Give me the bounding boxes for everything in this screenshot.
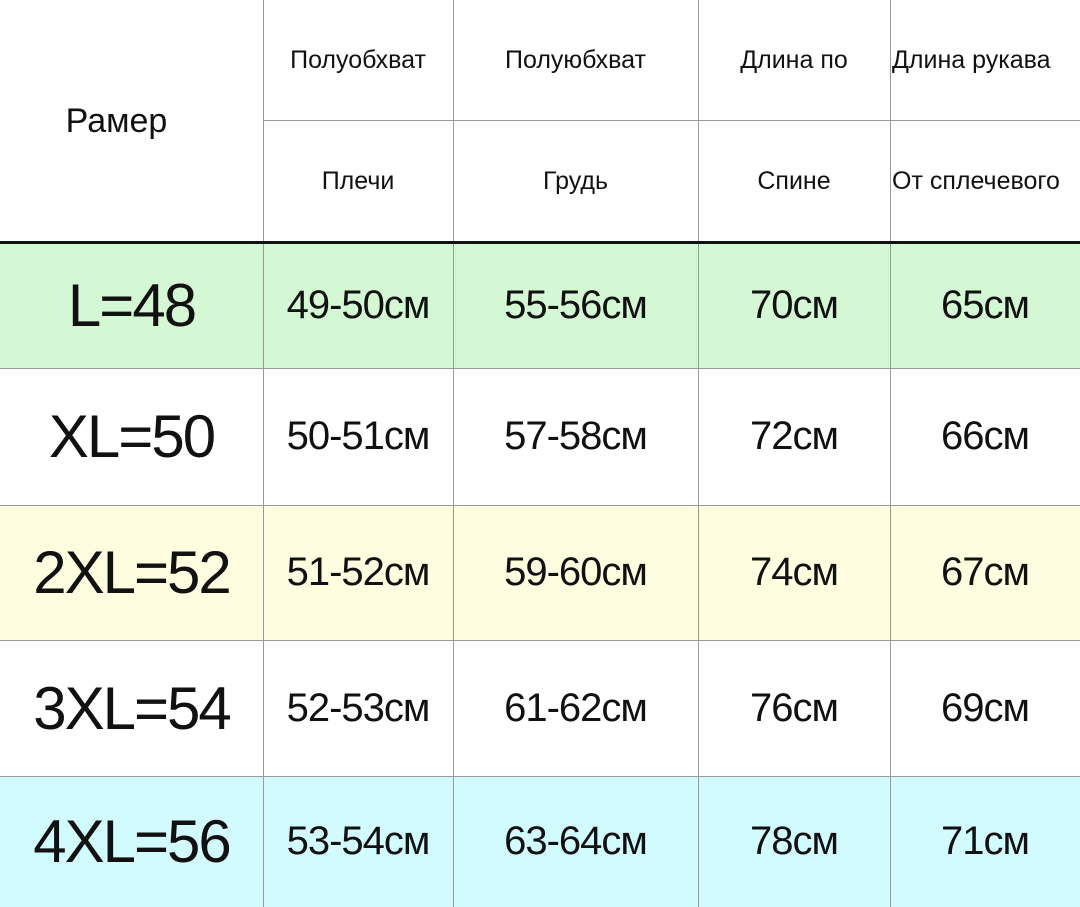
measurement: 76см	[750, 685, 839, 730]
measurement: 72см	[750, 414, 839, 458]
measurement: 61-62см	[504, 685, 648, 730]
header-divider	[263, 120, 1080, 121]
row-background	[0, 242, 1080, 368]
column-divider	[453, 0, 454, 907]
size-label: L=48	[67, 271, 197, 339]
size-header: Рамер	[65, 101, 168, 140]
column-header-bottom: Спине	[757, 166, 831, 195]
column-header-top: Полуюбхват	[505, 45, 646, 74]
column-divider	[698, 0, 699, 907]
measurement: 74см	[750, 550, 839, 594]
measurement: 49-50см	[286, 282, 431, 327]
size-label: 2XL=52	[33, 539, 232, 606]
measurement: 65см	[941, 282, 1030, 327]
measurement: 70см	[750, 282, 839, 327]
row-background	[0, 505, 1080, 640]
row-background	[0, 368, 1080, 505]
column-divider	[263, 0, 264, 907]
header-bottom-border	[0, 241, 1080, 244]
column-header-top: Длина по	[740, 45, 848, 74]
measurement: 59-60см	[504, 550, 648, 594]
measurement: 78см	[750, 819, 839, 863]
size-label: XL=50	[48, 403, 216, 470]
measurement: 53-54см	[286, 819, 431, 863]
column-header-top: Полуобхват	[290, 45, 426, 74]
row-divider	[0, 776, 1080, 777]
measurement: 69см	[941, 685, 1030, 730]
row-divider	[0, 505, 1080, 506]
column-header-top: Длина рукава	[892, 45, 1051, 74]
measurement: 50-51см	[286, 414, 431, 458]
size-label: 4XL=56	[33, 808, 232, 875]
row-divider	[0, 368, 1080, 369]
measurement: 71см	[941, 819, 1030, 863]
measurement: 51-52см	[286, 550, 431, 594]
measurement: 66см	[941, 414, 1030, 458]
column-header-bottom: Грудь	[542, 166, 609, 195]
row-background	[0, 776, 1080, 907]
column-divider	[890, 0, 891, 907]
measurement: 57-58см	[504, 414, 648, 458]
measurement: 63-64см	[504, 819, 648, 863]
measurement: 52-53см	[286, 685, 431, 730]
measurement: 67см	[941, 550, 1030, 594]
row-background	[0, 640, 1080, 776]
row-divider	[0, 640, 1080, 641]
column-header-bottom: Плечи	[321, 166, 395, 195]
column-header-bottom: От сплечевого	[892, 166, 1060, 195]
size-label: 3XL=54	[33, 674, 232, 742]
measurement: 55-56см	[504, 282, 648, 327]
